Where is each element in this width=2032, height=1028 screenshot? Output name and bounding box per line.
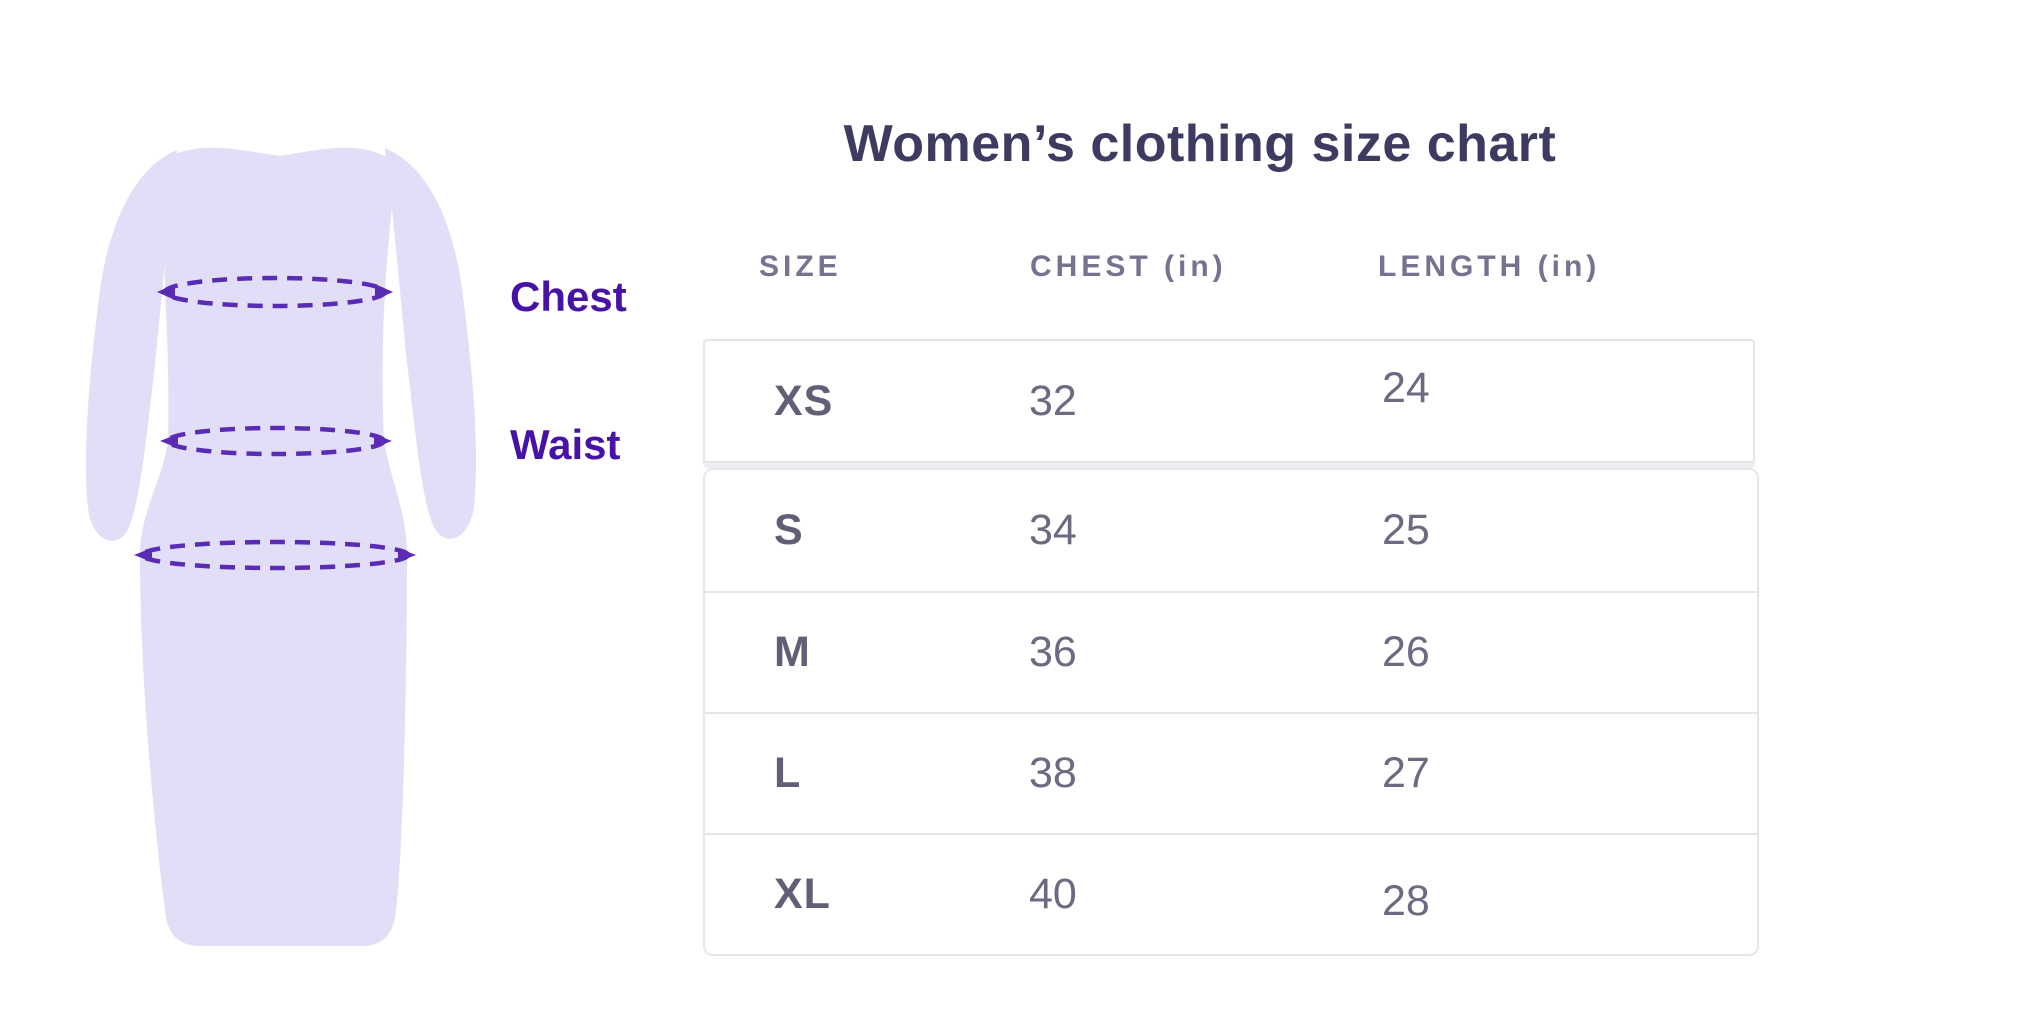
table-row: S 34 25 bbox=[705, 470, 1757, 591]
chest-label: Chest bbox=[510, 273, 627, 320]
length-value-cell: 25 bbox=[1382, 506, 1430, 554]
page-title: Women’s clothing size chart bbox=[843, 115, 1557, 173]
hip-arrow-left-icon bbox=[134, 548, 152, 562]
chest-arrow-left-icon bbox=[157, 284, 175, 300]
left-sleeve-shape bbox=[85, 150, 177, 541]
dress-body-shape bbox=[140, 147, 407, 946]
length-value-cell: 24 bbox=[1382, 363, 1430, 412]
chest-value-cell: 36 bbox=[1029, 628, 1077, 676]
size-cell: M bbox=[774, 628, 811, 676]
chest-value-cell: 40 bbox=[1029, 870, 1077, 918]
length-value-cell: 26 bbox=[1382, 628, 1430, 676]
waist-arrow-right-icon bbox=[374, 434, 392, 448]
waist-label: Waist bbox=[510, 421, 621, 468]
table-body: S 34 25 M 36 26 L 38 27 XL 40 28 bbox=[703, 468, 1759, 956]
chest-arrow-right-icon bbox=[375, 284, 393, 300]
length-value-cell: 27 bbox=[1382, 749, 1430, 797]
length-value-cell: 28 bbox=[1382, 877, 1430, 925]
right-sleeve-shape bbox=[385, 148, 477, 539]
dress-illustration bbox=[85, 147, 477, 946]
size-cell: XL bbox=[774, 870, 831, 918]
chest-value-cell: 32 bbox=[1029, 376, 1077, 425]
size-cell: S bbox=[774, 506, 804, 554]
table-header-row: SIZE CHEST (in) LENGTH (in) bbox=[703, 250, 1755, 284]
hip-arrow-right-icon bbox=[398, 548, 416, 562]
column-header-chest: CHEST (in) bbox=[1030, 250, 1227, 283]
table-row: XL 40 28 bbox=[705, 833, 1757, 954]
size-cell: L bbox=[774, 749, 802, 797]
waist-arrow-left-icon bbox=[160, 434, 178, 448]
chest-value-cell: 38 bbox=[1029, 749, 1077, 797]
size-cell: XS bbox=[774, 376, 834, 425]
table-row: M 36 26 bbox=[705, 591, 1757, 712]
column-header-length: LENGTH (in) bbox=[1378, 250, 1601, 283]
table-row: XS 32 24 bbox=[703, 339, 1755, 463]
column-header-size: SIZE bbox=[759, 250, 842, 283]
chest-value-cell: 34 bbox=[1029, 506, 1077, 554]
table-row: L 38 27 bbox=[705, 712, 1757, 833]
